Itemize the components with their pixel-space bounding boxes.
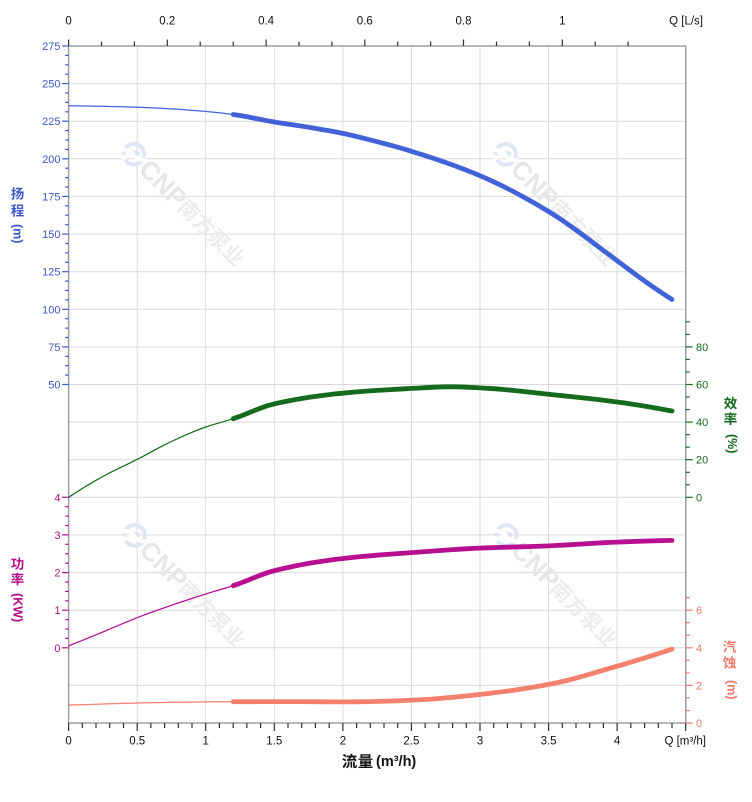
svg-text:3: 3 — [477, 736, 483, 748]
svg-text:1: 1 — [559, 16, 565, 28]
svg-text:Q [L/s]: Q [L/s] — [669, 16, 703, 28]
svg-text:(m): (m) — [725, 680, 739, 699]
svg-text:(m³/h): (m³/h) — [376, 754, 416, 770]
svg-text:(m): (m) — [11, 224, 25, 243]
svg-text:0.5: 0.5 — [129, 736, 145, 748]
svg-text:Q [m³/h]: Q [m³/h] — [664, 736, 706, 748]
svg-text:(%): (%) — [725, 434, 739, 453]
svg-text:0: 0 — [696, 492, 702, 504]
svg-text:0: 0 — [696, 718, 702, 730]
svg-text:0.2: 0.2 — [159, 16, 175, 28]
svg-text:125: 125 — [42, 267, 60, 279]
svg-text:2: 2 — [696, 680, 702, 692]
svg-text:40: 40 — [696, 417, 708, 429]
svg-text:0: 0 — [65, 736, 71, 748]
svg-text:60: 60 — [696, 380, 708, 392]
svg-text:0: 0 — [54, 643, 60, 655]
svg-text:0.4: 0.4 — [258, 16, 275, 28]
svg-text:0.6: 0.6 — [357, 16, 373, 28]
svg-text:1: 1 — [202, 736, 208, 748]
svg-text:0: 0 — [65, 16, 71, 28]
svg-text:4: 4 — [54, 492, 60, 504]
svg-text:6: 6 — [696, 605, 702, 617]
svg-text:50: 50 — [48, 380, 60, 392]
svg-text:4: 4 — [696, 643, 702, 655]
svg-text:100: 100 — [42, 304, 60, 316]
svg-text:(KW): (KW) — [11, 593, 25, 622]
svg-text:2.5: 2.5 — [403, 736, 419, 748]
svg-text:175: 175 — [42, 191, 60, 203]
svg-text:3: 3 — [54, 530, 60, 542]
svg-text:2: 2 — [340, 736, 346, 748]
svg-text:2: 2 — [54, 568, 60, 580]
svg-text:0.8: 0.8 — [456, 16, 472, 28]
svg-text:150: 150 — [42, 229, 60, 241]
svg-text:1: 1 — [54, 605, 60, 617]
svg-text:250: 250 — [42, 79, 60, 91]
svg-text:3.5: 3.5 — [541, 736, 557, 748]
svg-text:200: 200 — [42, 154, 60, 166]
svg-text:225: 225 — [42, 116, 60, 128]
svg-text:20: 20 — [696, 455, 708, 467]
svg-text:1.5: 1.5 — [266, 736, 282, 748]
svg-text:275: 275 — [42, 41, 60, 53]
svg-text:80: 80 — [696, 342, 708, 354]
svg-text:75: 75 — [48, 342, 60, 354]
svg-text:4: 4 — [614, 736, 621, 748]
